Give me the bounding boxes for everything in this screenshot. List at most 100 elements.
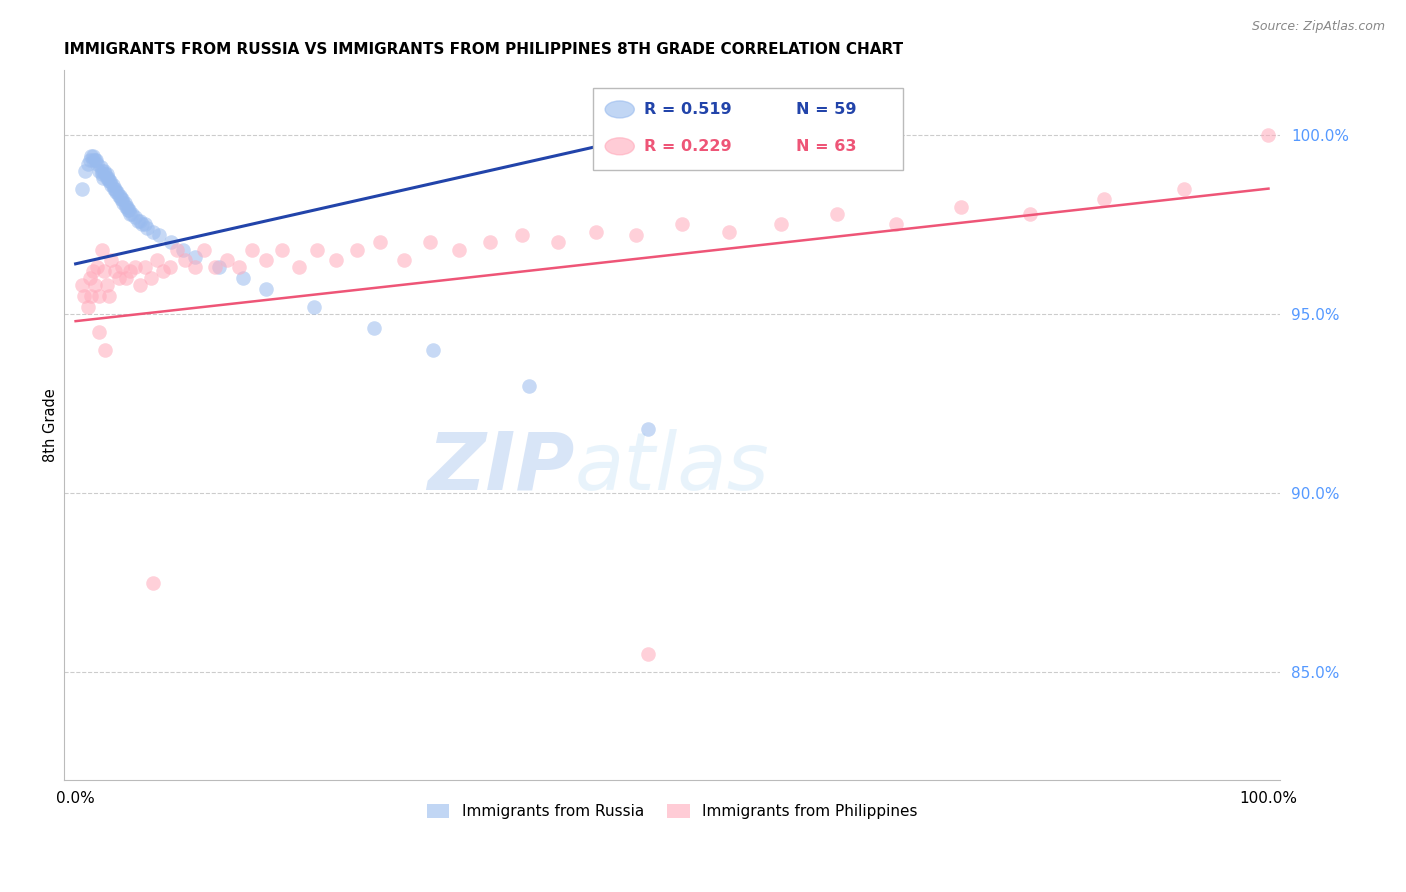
Legend: Immigrants from Russia, Immigrants from Philippines: Immigrants from Russia, Immigrants from … (420, 797, 924, 825)
Point (96, 278, 118, 293)
Point (114, 196, 136, 211)
Point (363, 321, 385, 335)
Point (232, 271, 254, 285)
Point (148, 228, 170, 243)
Point (152, 264, 174, 278)
Point (98, 174, 121, 188)
Point (184, 260, 207, 275)
Point (204, 260, 226, 275)
Point (100, 253, 122, 268)
Point (101, 178, 124, 192)
Point (271, 243, 294, 257)
Circle shape (605, 101, 634, 118)
Point (107, 271, 129, 285)
Point (139, 271, 162, 285)
Circle shape (605, 137, 634, 155)
Y-axis label: 8th Grade: 8th Grade (44, 388, 58, 462)
Text: R = 0.519: R = 0.519 (644, 102, 731, 117)
Point (884, 218, 907, 232)
Point (134, 218, 156, 232)
Point (217, 253, 239, 268)
Point (769, 218, 792, 232)
Point (287, 260, 309, 275)
Point (256, 253, 278, 268)
Point (79, 271, 101, 285)
Point (97, 170, 120, 185)
Point (120, 264, 142, 278)
Point (671, 218, 693, 232)
Point (93, 163, 115, 178)
Point (96, 167, 118, 181)
Point (105, 185, 128, 199)
Point (160, 235, 183, 250)
Point (240, 243, 263, 257)
Point (228, 260, 250, 275)
Point (131, 218, 153, 232)
Point (124, 211, 146, 225)
Point (90, 167, 112, 181)
Text: ZIP: ZIP (427, 428, 575, 507)
Point (392, 253, 415, 268)
Point (73, 289, 96, 303)
Point (120, 207, 142, 221)
Point (111, 193, 134, 207)
Point (718, 225, 741, 239)
Point (86, 156, 108, 170)
Text: R = 0.229: R = 0.229 (644, 139, 731, 153)
Point (104, 264, 127, 278)
Point (419, 235, 441, 250)
Point (91, 170, 114, 185)
Text: N = 59: N = 59 (796, 102, 856, 117)
Text: N = 63: N = 63 (796, 139, 856, 153)
Point (124, 260, 146, 275)
Point (96, 170, 118, 185)
Point (129, 214, 152, 228)
Point (90, 163, 112, 178)
Point (142, 225, 165, 239)
Point (1257, 128, 1279, 142)
Point (368, 235, 391, 250)
Point (111, 260, 134, 275)
Point (100, 178, 122, 192)
Point (129, 278, 152, 293)
Point (90, 243, 112, 257)
Point (142, 575, 165, 590)
Point (84, 153, 107, 167)
Point (75, 163, 97, 178)
Point (82, 149, 104, 163)
Text: Source: ZipAtlas.com: Source: ZipAtlas.com (1251, 20, 1385, 33)
Point (127, 214, 149, 228)
Point (105, 185, 128, 199)
Point (94, 343, 117, 357)
Point (184, 250, 207, 264)
Point (94, 167, 117, 181)
Point (82, 153, 104, 167)
Point (547, 235, 569, 250)
Point (159, 260, 181, 275)
Point (79, 153, 101, 167)
Point (110, 193, 132, 207)
Point (174, 253, 197, 268)
Point (76, 300, 98, 314)
Point (325, 253, 347, 268)
Point (145, 253, 167, 268)
Point (118, 203, 141, 218)
Point (98, 289, 121, 303)
Point (1173, 181, 1195, 195)
Point (517, 378, 540, 392)
Point (83, 153, 105, 167)
Point (114, 200, 136, 214)
Point (86, 260, 108, 275)
Point (93, 264, 115, 278)
Point (637, 421, 659, 435)
Point (80, 289, 103, 303)
Point (478, 235, 501, 250)
Point (302, 300, 325, 314)
Point (825, 207, 848, 221)
Point (80, 149, 103, 163)
Point (70, 181, 93, 195)
Point (305, 243, 328, 257)
Point (510, 228, 533, 243)
Point (107, 188, 129, 202)
Point (76, 156, 98, 170)
